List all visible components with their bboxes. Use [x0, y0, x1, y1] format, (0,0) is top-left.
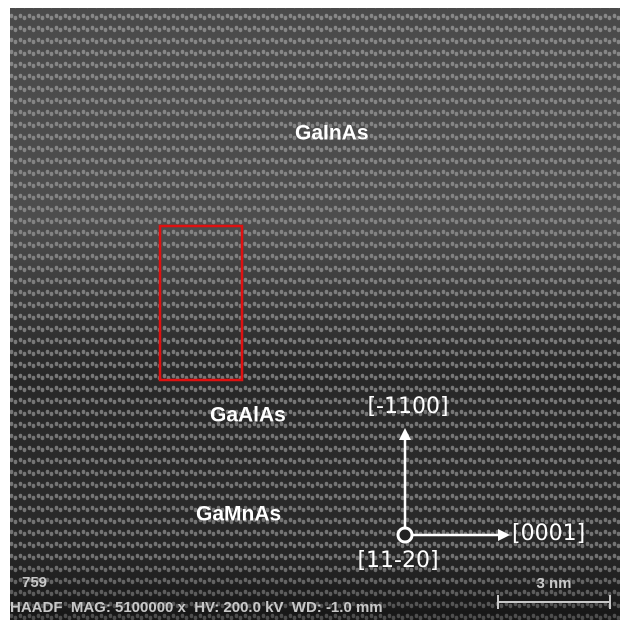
- origin-marker: [398, 528, 412, 542]
- direction-label: [11-20]: [357, 548, 438, 573]
- frame-number: 759: [22, 574, 47, 591]
- info-bar: HAADF MAG: 5100000 x HV: 200.0 kV WD: -1…: [10, 599, 383, 616]
- layer-label: GaMnAs: [196, 503, 281, 526]
- layer-label: GaInAs: [295, 122, 369, 145]
- direction-label: [-1100]: [367, 394, 448, 419]
- layer-label: GaAlAs: [210, 404, 286, 427]
- scale-label: 3 nm: [536, 575, 571, 592]
- direction-label: [0001]: [512, 521, 585, 546]
- micrograph: GaInAs GaAlAs GaMnAs [-1100] [0001] [11-…: [0, 0, 626, 623]
